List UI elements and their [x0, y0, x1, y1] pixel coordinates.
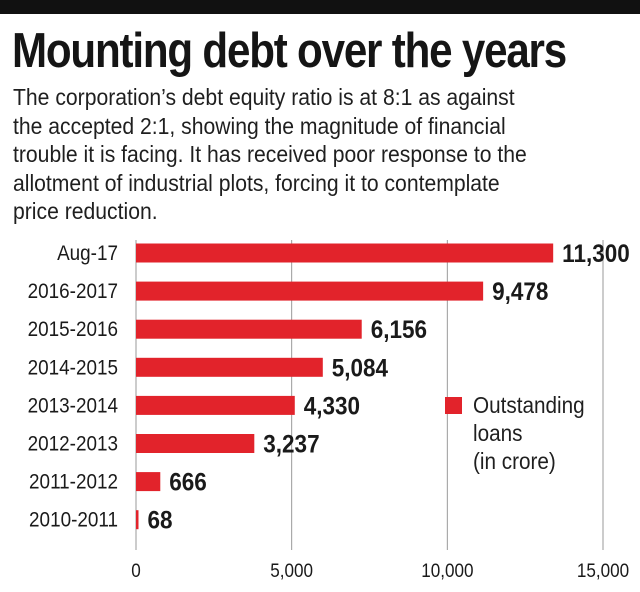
bar [136, 281, 484, 301]
legend-label-line: (in crore) [473, 448, 556, 474]
subtitle-line: trouble it is facing. It has received po… [13, 141, 527, 167]
x-tick-label: 5,000 [270, 560, 313, 581]
category-label: 2013-2014 [28, 395, 118, 418]
category-label: 2011-2012 [29, 471, 118, 494]
bar [136, 472, 161, 492]
legend-label-line: loans [473, 420, 523, 446]
value-label: 68 [147, 507, 172, 535]
subtitle-line: The corporation’s debt equity ratio is a… [13, 84, 515, 110]
value-label: 4,330 [304, 392, 360, 420]
bars [136, 243, 554, 530]
chart-title: Mounting debt over the years [12, 24, 567, 78]
x-tick-label: 0 [131, 560, 141, 581]
legend-label-line: Outstanding [473, 392, 585, 418]
chart-subtitle: The corporation’s debt equity ratio is a… [13, 83, 589, 226]
category-label: 2014-2015 [28, 356, 118, 379]
x-tick-label: 15,000 [577, 560, 629, 581]
value-label: 9,478 [492, 278, 548, 306]
value-label: 6,156 [371, 316, 427, 344]
value-label: 3,237 [263, 430, 319, 458]
category-label: 2015-2016 [28, 318, 118, 341]
bar [136, 434, 255, 453]
labels: 0 5,000 10,000 15,000 Aug-17 11,300 2016-2017 9… [28, 240, 630, 581]
value-label: 11,300 [562, 240, 630, 268]
category-label: 2016-2017 [28, 280, 118, 303]
value-label: 5,084 [332, 354, 389, 382]
category-label: Aug-17 [57, 242, 118, 265]
bar [136, 510, 139, 530]
legend-label: Outstanding loans (in crore) [473, 391, 626, 475]
category-label: 2012-2013 [28, 433, 118, 456]
x-tick-label: 10,000 [421, 560, 473, 581]
bar [136, 243, 554, 263]
subtitle-line: the accepted 2:1, showing the magnitude … [13, 112, 506, 139]
subtitle-line: allotment of industrial plots, forcing i… [13, 169, 500, 196]
bar [136, 319, 362, 339]
top-rule [0, 0, 640, 14]
subtitle-line: price reduction. [13, 198, 158, 224]
bar-chart: 0 5,000 10,000 15,000 Aug-17 11,300 2016-2017 9… [28, 240, 630, 581]
legend-swatch [445, 397, 462, 414]
bar [136, 357, 323, 377]
bar [136, 395, 295, 415]
value-label: 666 [169, 469, 207, 497]
category-label: 2010-2011 [29, 509, 118, 532]
